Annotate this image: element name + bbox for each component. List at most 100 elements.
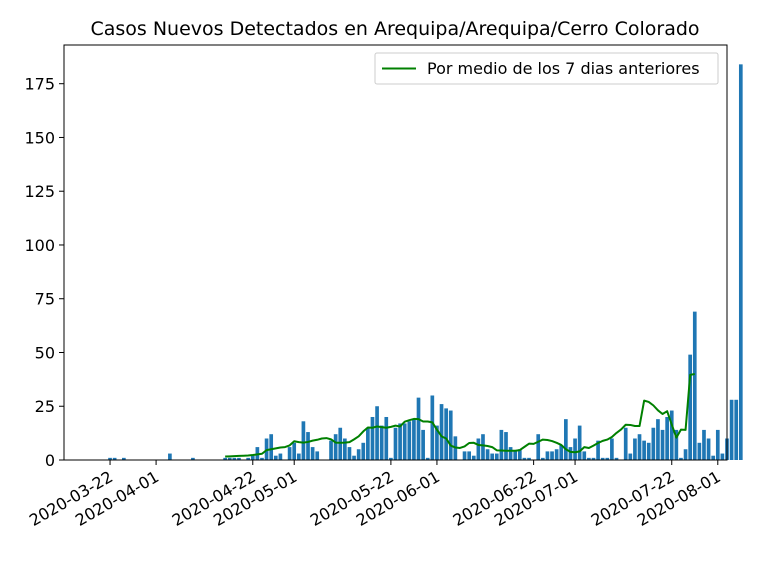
- bar: [112, 457, 117, 460]
- chart-title: Casos Nuevos Detectados en Arequipa/Areq…: [90, 18, 699, 40]
- bar: [237, 457, 241, 460]
- bar: [416, 397, 421, 460]
- bar: [734, 399, 739, 460]
- bar: [338, 427, 343, 460]
- bar: [679, 457, 683, 460]
- bar: [425, 457, 430, 460]
- bar: [356, 449, 361, 460]
- bar: [389, 457, 393, 460]
- average-line-series: [225, 373, 695, 458]
- bar: [481, 434, 485, 460]
- bar: [522, 457, 527, 460]
- bar: [315, 451, 320, 460]
- bar: [550, 451, 554, 460]
- bar: [600, 457, 605, 460]
- bar: [702, 429, 706, 460]
- bar: [499, 429, 504, 460]
- bar: [665, 416, 669, 460]
- bar: [656, 419, 660, 460]
- bar: [637, 434, 642, 460]
- bar: [292, 442, 297, 460]
- bar: [122, 457, 126, 460]
- legend-box: [374, 52, 719, 85]
- legend: Por medio de los 7 dias anteriores: [374, 52, 719, 85]
- bar: [260, 457, 264, 460]
- bar: [379, 425, 384, 460]
- bar: [476, 438, 481, 460]
- y-tick-label: 100: [24, 236, 55, 255]
- bar: [407, 421, 412, 460]
- bar: [191, 457, 195, 460]
- bar: [232, 457, 237, 460]
- bar: [375, 406, 379, 460]
- bar: [577, 425, 582, 460]
- bar: [439, 404, 444, 460]
- bar: [633, 438, 637, 460]
- bar: [384, 416, 389, 460]
- bar: [269, 434, 274, 460]
- bar: [278, 453, 283, 460]
- bar: [614, 457, 619, 460]
- bar: [366, 427, 370, 460]
- bar: [669, 410, 674, 460]
- bar: [591, 457, 596, 460]
- bar: [527, 457, 531, 460]
- y-tick-label: 125: [24, 182, 55, 201]
- y-tick-label: 50: [35, 343, 55, 362]
- bar: [605, 457, 610, 460]
- y-tick-label: 150: [24, 128, 55, 147]
- bar: [490, 453, 495, 460]
- bar: [343, 438, 347, 460]
- bar: [448, 410, 453, 460]
- y-tick-label: 0: [45, 451, 55, 470]
- bar: [421, 429, 425, 460]
- bar: [610, 438, 614, 460]
- bar: [393, 427, 398, 460]
- bar: [697, 442, 702, 460]
- bar: [398, 423, 402, 460]
- bar: [352, 455, 356, 460]
- bar: [545, 451, 550, 460]
- bar: [587, 457, 591, 460]
- bar: [223, 457, 227, 460]
- bar: [273, 455, 278, 460]
- bar: [250, 455, 255, 460]
- bar: [715, 429, 720, 460]
- bar: [412, 419, 416, 460]
- bar: [513, 451, 518, 460]
- bar: [329, 440, 333, 460]
- bar: [596, 440, 600, 460]
- bar: [108, 457, 112, 460]
- bar: [536, 434, 541, 460]
- bar-series: [108, 64, 743, 460]
- bar: [582, 451, 587, 460]
- bar: [642, 440, 646, 460]
- bar: [692, 311, 697, 460]
- bar: [485, 449, 490, 460]
- bar: [471, 455, 476, 460]
- bar: [720, 453, 725, 460]
- bar: [301, 421, 306, 460]
- bar: [738, 64, 743, 460]
- bar: [568, 447, 573, 460]
- bar: [306, 432, 310, 460]
- bar: [430, 395, 435, 460]
- bar: [688, 354, 692, 460]
- bar: [246, 457, 251, 460]
- bar: [467, 451, 472, 460]
- bar: [628, 453, 633, 460]
- bar: [435, 425, 439, 460]
- bar: [564, 419, 568, 460]
- bar: [462, 451, 467, 460]
- bar: [646, 442, 651, 460]
- bar: [660, 429, 665, 460]
- bar: [711, 455, 716, 460]
- bar: [504, 432, 508, 460]
- bar: [508, 447, 513, 460]
- y-tick-label: 75: [35, 290, 55, 309]
- y-tick-label: 25: [35, 397, 55, 416]
- bar: [573, 438, 577, 460]
- bar: [444, 408, 448, 460]
- bar: [494, 453, 499, 460]
